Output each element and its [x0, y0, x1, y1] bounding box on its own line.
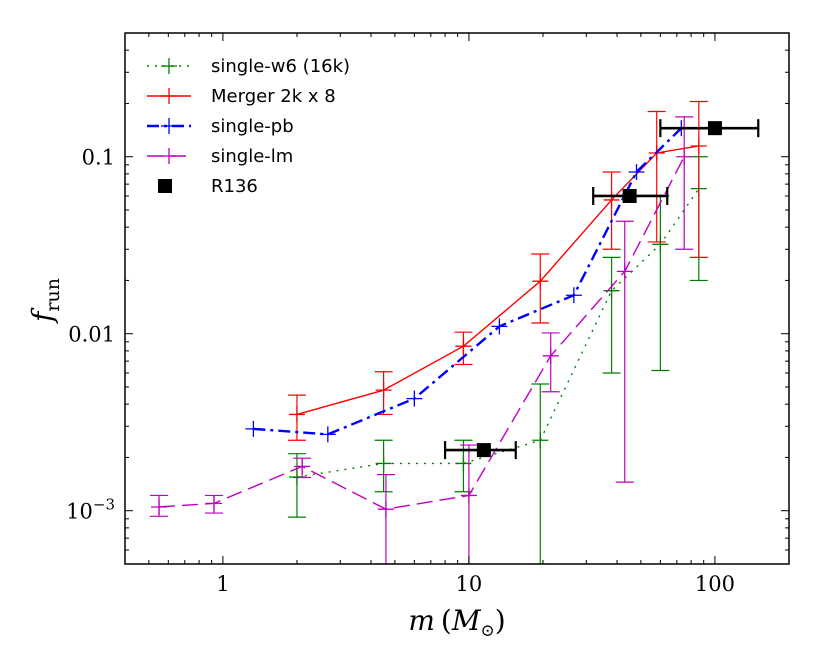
- series-layer: [150, 100, 760, 564]
- r136-point: [622, 188, 637, 203]
- legend-label: R136: [211, 176, 258, 197]
- series-merger-2k-x-8: [287, 100, 708, 441]
- y-tick-label: 10−3: [66, 496, 115, 524]
- series-single-lm: [150, 116, 694, 564]
- series-single-w6-16k-: [287, 156, 708, 564]
- r136-point: [707, 121, 722, 136]
- x-tick-label: 100: [695, 572, 735, 596]
- legend-item: single-pb: [147, 116, 294, 137]
- series-r136: [443, 119, 760, 460]
- plot-frame: [124, 32, 790, 565]
- series-line: [296, 145, 699, 416]
- series-line: [158, 156, 685, 510]
- legend-label: single-w6 (16k): [211, 56, 350, 77]
- legend-item: R136: [158, 176, 258, 197]
- series-line: [253, 127, 683, 436]
- ticks-layer: 1 10 100 10−3 0.01 0.1: [66, 32, 790, 596]
- legend: single-w6 (16k) Merger 2k x 8 single-pb sin…: [147, 56, 350, 197]
- legend-item: single-lm: [147, 146, 293, 167]
- legend-marker-square: [158, 179, 172, 193]
- legend-label: single-lm: [211, 146, 293, 167]
- legend-label: single-pb: [211, 116, 294, 137]
- series-line: [296, 188, 700, 478]
- legend-item: single-w6 (16k): [147, 56, 350, 77]
- x-tick-label: 10: [456, 572, 483, 596]
- r136-point: [476, 443, 491, 458]
- series-single-pb: [245, 120, 690, 443]
- y-tick-label: 0.01: [68, 323, 115, 347]
- x-axis-label: m (M⊙): [408, 604, 505, 641]
- legend-label: Merger 2k x 8: [211, 86, 336, 107]
- y-axis-label: frun: [26, 278, 64, 324]
- x-tick-label: 1: [216, 572, 229, 596]
- legend-item: Merger 2k x 8: [147, 86, 336, 107]
- y-tick-label: 0.1: [82, 146, 115, 170]
